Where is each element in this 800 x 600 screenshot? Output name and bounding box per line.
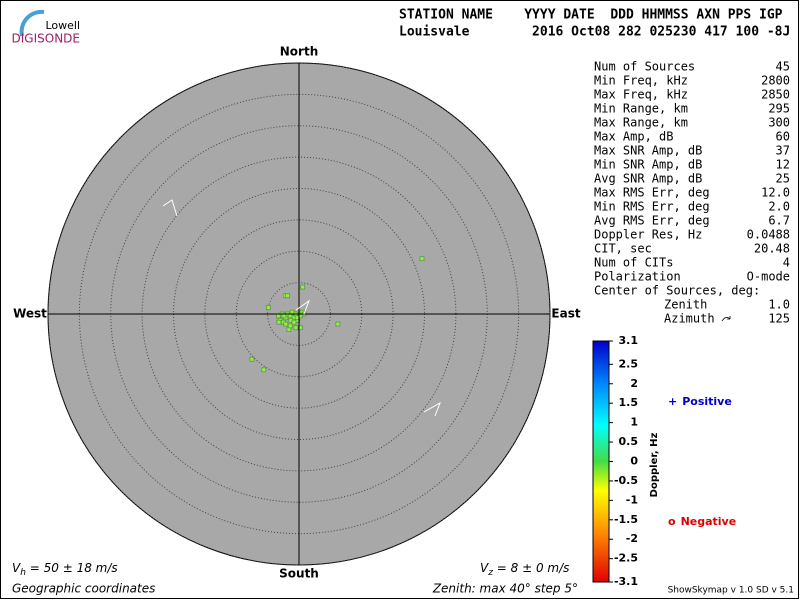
- stat-label: Max Amp, dB: [594, 130, 673, 144]
- source-point: [419, 256, 425, 262]
- colorbar-tick-label: -3.1: [614, 575, 638, 588]
- vz-text: = 8 ± 0 m/s: [493, 561, 569, 575]
- stat-label: Min RMS Err, deg: [594, 200, 710, 214]
- east-label: East: [551, 307, 580, 321]
- logo-top: Lowell: [45, 19, 80, 32]
- logo-bottom: DIGISONDE: [12, 32, 80, 46]
- colorbar-tick-label: 0.5: [619, 435, 639, 448]
- version: ShowSkymap v 1.0 SD v 5.1: [668, 586, 794, 596]
- vh-symbol: V: [12, 561, 21, 575]
- colorbar-tick-label: -1: [626, 493, 638, 506]
- stat-value: 37: [776, 144, 790, 158]
- header-line: Louisvale 2016 Oct08 282 025230 417 100 …: [399, 25, 790, 40]
- stat-label: Num of CITs: [594, 256, 673, 270]
- vz-symbol: V: [480, 561, 489, 575]
- drift-arrow: [423, 401, 441, 417]
- stat-label: Num of Sources: [594, 60, 695, 74]
- stat-label: Azimuth: [664, 312, 715, 326]
- stat-value: 300: [768, 116, 790, 130]
- logo-swoosh: [19, 9, 45, 37]
- vz: Vz = 8 ± 0 m/s: [480, 561, 569, 578]
- header-line: STATION NAME YYYY DATE DDD HHMMSS AXN PP…: [399, 8, 783, 23]
- stat-value: 2850: [761, 88, 790, 102]
- colorbar-tick-label: 0: [630, 455, 638, 468]
- source-point: [297, 325, 303, 331]
- vz-sub: z: [487, 568, 493, 578]
- stat-label: Min Freq, kHz: [594, 74, 688, 88]
- colorbar-tick-label: 2.5: [619, 357, 639, 370]
- source-point: [291, 319, 297, 325]
- colorbar-tick-label: 1: [630, 416, 638, 429]
- drift-arrow: [162, 199, 178, 217]
- stat-value: 4: [783, 256, 790, 270]
- source-point: [293, 325, 299, 331]
- stat-label: Max Range, km: [594, 116, 688, 130]
- stat-value: 6.7: [768, 214, 790, 228]
- stat-value: 12.0: [761, 186, 790, 200]
- source-point: [300, 284, 306, 290]
- source-point: [249, 356, 255, 362]
- south-label: South: [279, 567, 319, 581]
- colorbar-tick-label: 1.5: [619, 396, 639, 409]
- colorbar-tick-label: 2: [630, 377, 638, 390]
- source-point: [335, 321, 341, 327]
- vh-text: = 50 ± 18 m/s: [26, 561, 118, 575]
- vh-sub: h: [20, 568, 26, 578]
- stat-value: 20.48: [754, 242, 790, 256]
- coords: Geographic coordinates: [12, 582, 155, 596]
- stat-value: 295: [768, 102, 790, 116]
- stat-label: Max RMS Err, deg: [594, 186, 710, 200]
- stat-value: 125: [768, 312, 790, 326]
- stat-value: 45: [776, 60, 790, 74]
- stat-label: Max Freq, kHz: [594, 88, 688, 102]
- north-label: North: [280, 45, 318, 59]
- stat-value: 25: [776, 172, 790, 186]
- legend-symbol: o: [668, 515, 676, 528]
- source-point: [286, 327, 292, 332]
- stat-label: Max SNR Amp, dB: [594, 144, 702, 158]
- stat-value: 12: [776, 158, 790, 172]
- legend-label: Positive: [682, 395, 732, 408]
- stat-label: Center of Sources, deg:: [594, 284, 760, 298]
- source-point: [261, 367, 267, 373]
- source-point: [276, 319, 282, 325]
- legend-symbol: +: [668, 395, 677, 408]
- colorbar-tick-label: -2: [626, 532, 638, 545]
- source-point: [287, 323, 293, 329]
- colorbar-tick-label: -0.5: [614, 474, 638, 487]
- drift-arrow: [295, 299, 311, 315]
- stat-value: 2.0: [768, 200, 790, 214]
- source-point: [285, 293, 291, 299]
- zenith-info: Zenith: max 40° step 5°: [432, 582, 578, 596]
- stat-value: 60: [776, 130, 790, 144]
- source-point: [283, 321, 289, 327]
- colorbar-label: Doppler, Hz: [649, 433, 660, 498]
- legend-label: Negative: [681, 515, 737, 528]
- west-label: West: [13, 307, 47, 321]
- stat-label: Zenith: [664, 298, 707, 312]
- stat-value: 1.0: [768, 298, 790, 312]
- colorbar-tick-label: 3.1: [619, 334, 639, 347]
- stat-label: CIT, sec: [594, 242, 652, 256]
- stat-label: Min Range, km: [594, 102, 688, 116]
- colorbar-tick-label: -2.5: [614, 552, 638, 565]
- stat-label: Doppler Res, Hz: [594, 228, 702, 242]
- stat-value: O-mode: [747, 270, 790, 284]
- legend-entry: + Positive: [668, 395, 732, 408]
- stat-label: Min SNR Amp, dB: [594, 158, 702, 172]
- stat-label: Avg SNR Amp, dB: [594, 172, 702, 186]
- stat-label: Avg RMS Err, deg: [594, 214, 710, 228]
- colorbar-tick-label: -1.5: [614, 513, 638, 526]
- stat-value: 0.0488: [747, 228, 790, 242]
- legend-entry: o Negative: [668, 515, 736, 528]
- vh: Vh = 50 ± 18 m/s: [12, 561, 118, 578]
- stat-label: Polarization: [594, 270, 681, 284]
- colorbar: [592, 340, 610, 583]
- source-point: [265, 305, 271, 311]
- stat-value: 2800: [761, 74, 790, 88]
- azimuth-icon: [721, 316, 731, 322]
